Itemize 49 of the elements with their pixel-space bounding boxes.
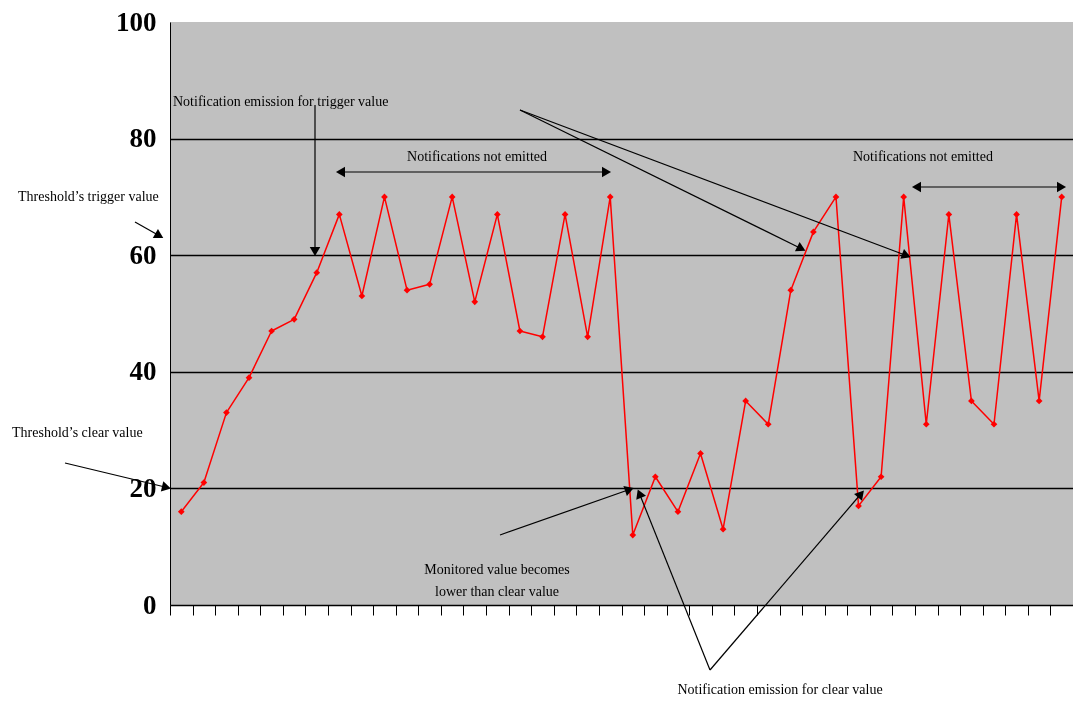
annotation: Notifications not emitted — [407, 149, 547, 164]
point — [922, 420, 930, 428]
point — [471, 298, 479, 306]
point — [290, 315, 298, 323]
point — [1035, 397, 1043, 405]
point — [1058, 193, 1066, 201]
point — [335, 211, 343, 218]
y-tick-label: 20 — [129, 472, 157, 503]
point — [697, 450, 704, 457]
point — [968, 397, 975, 405]
point — [516, 327, 524, 335]
point — [177, 508, 185, 516]
point — [539, 333, 546, 341]
point — [877, 473, 885, 481]
text: Threshold’s trigger value — [18, 189, 159, 204]
point — [200, 479, 208, 486]
point — [855, 502, 862, 510]
point — [381, 193, 388, 201]
annotation: Notification emission for trigger value — [173, 94, 389, 109]
point — [945, 211, 953, 218]
y-tick-label: 0 — [143, 589, 157, 620]
point — [493, 211, 501, 218]
point — [787, 286, 795, 294]
y-tick-label: 40 — [129, 356, 157, 387]
point — [629, 531, 637, 539]
point — [448, 193, 456, 201]
point — [223, 409, 230, 416]
point — [1013, 211, 1020, 218]
annotation: Notifications not emitted — [853, 149, 993, 164]
point — [606, 193, 614, 201]
point — [900, 193, 908, 201]
point — [584, 333, 591, 341]
point — [990, 420, 998, 428]
y-tick-label: 100 — [116, 6, 157, 37]
point — [652, 473, 659, 481]
y-tick-label: 60 — [129, 239, 157, 270]
point — [674, 508, 682, 516]
point — [810, 228, 817, 236]
annotation: Monitored value becomes lower than clear value — [424, 562, 570, 599]
point — [403, 286, 411, 294]
point — [561, 211, 569, 218]
text: Threshold’s clear value — [12, 425, 143, 440]
point — [313, 269, 321, 277]
text: Notification emission for clear value — [677, 682, 883, 697]
y-tick-label: 80 — [129, 123, 157, 154]
point — [426, 281, 433, 288]
point — [764, 420, 772, 428]
point — [742, 397, 750, 405]
point — [832, 193, 840, 201]
